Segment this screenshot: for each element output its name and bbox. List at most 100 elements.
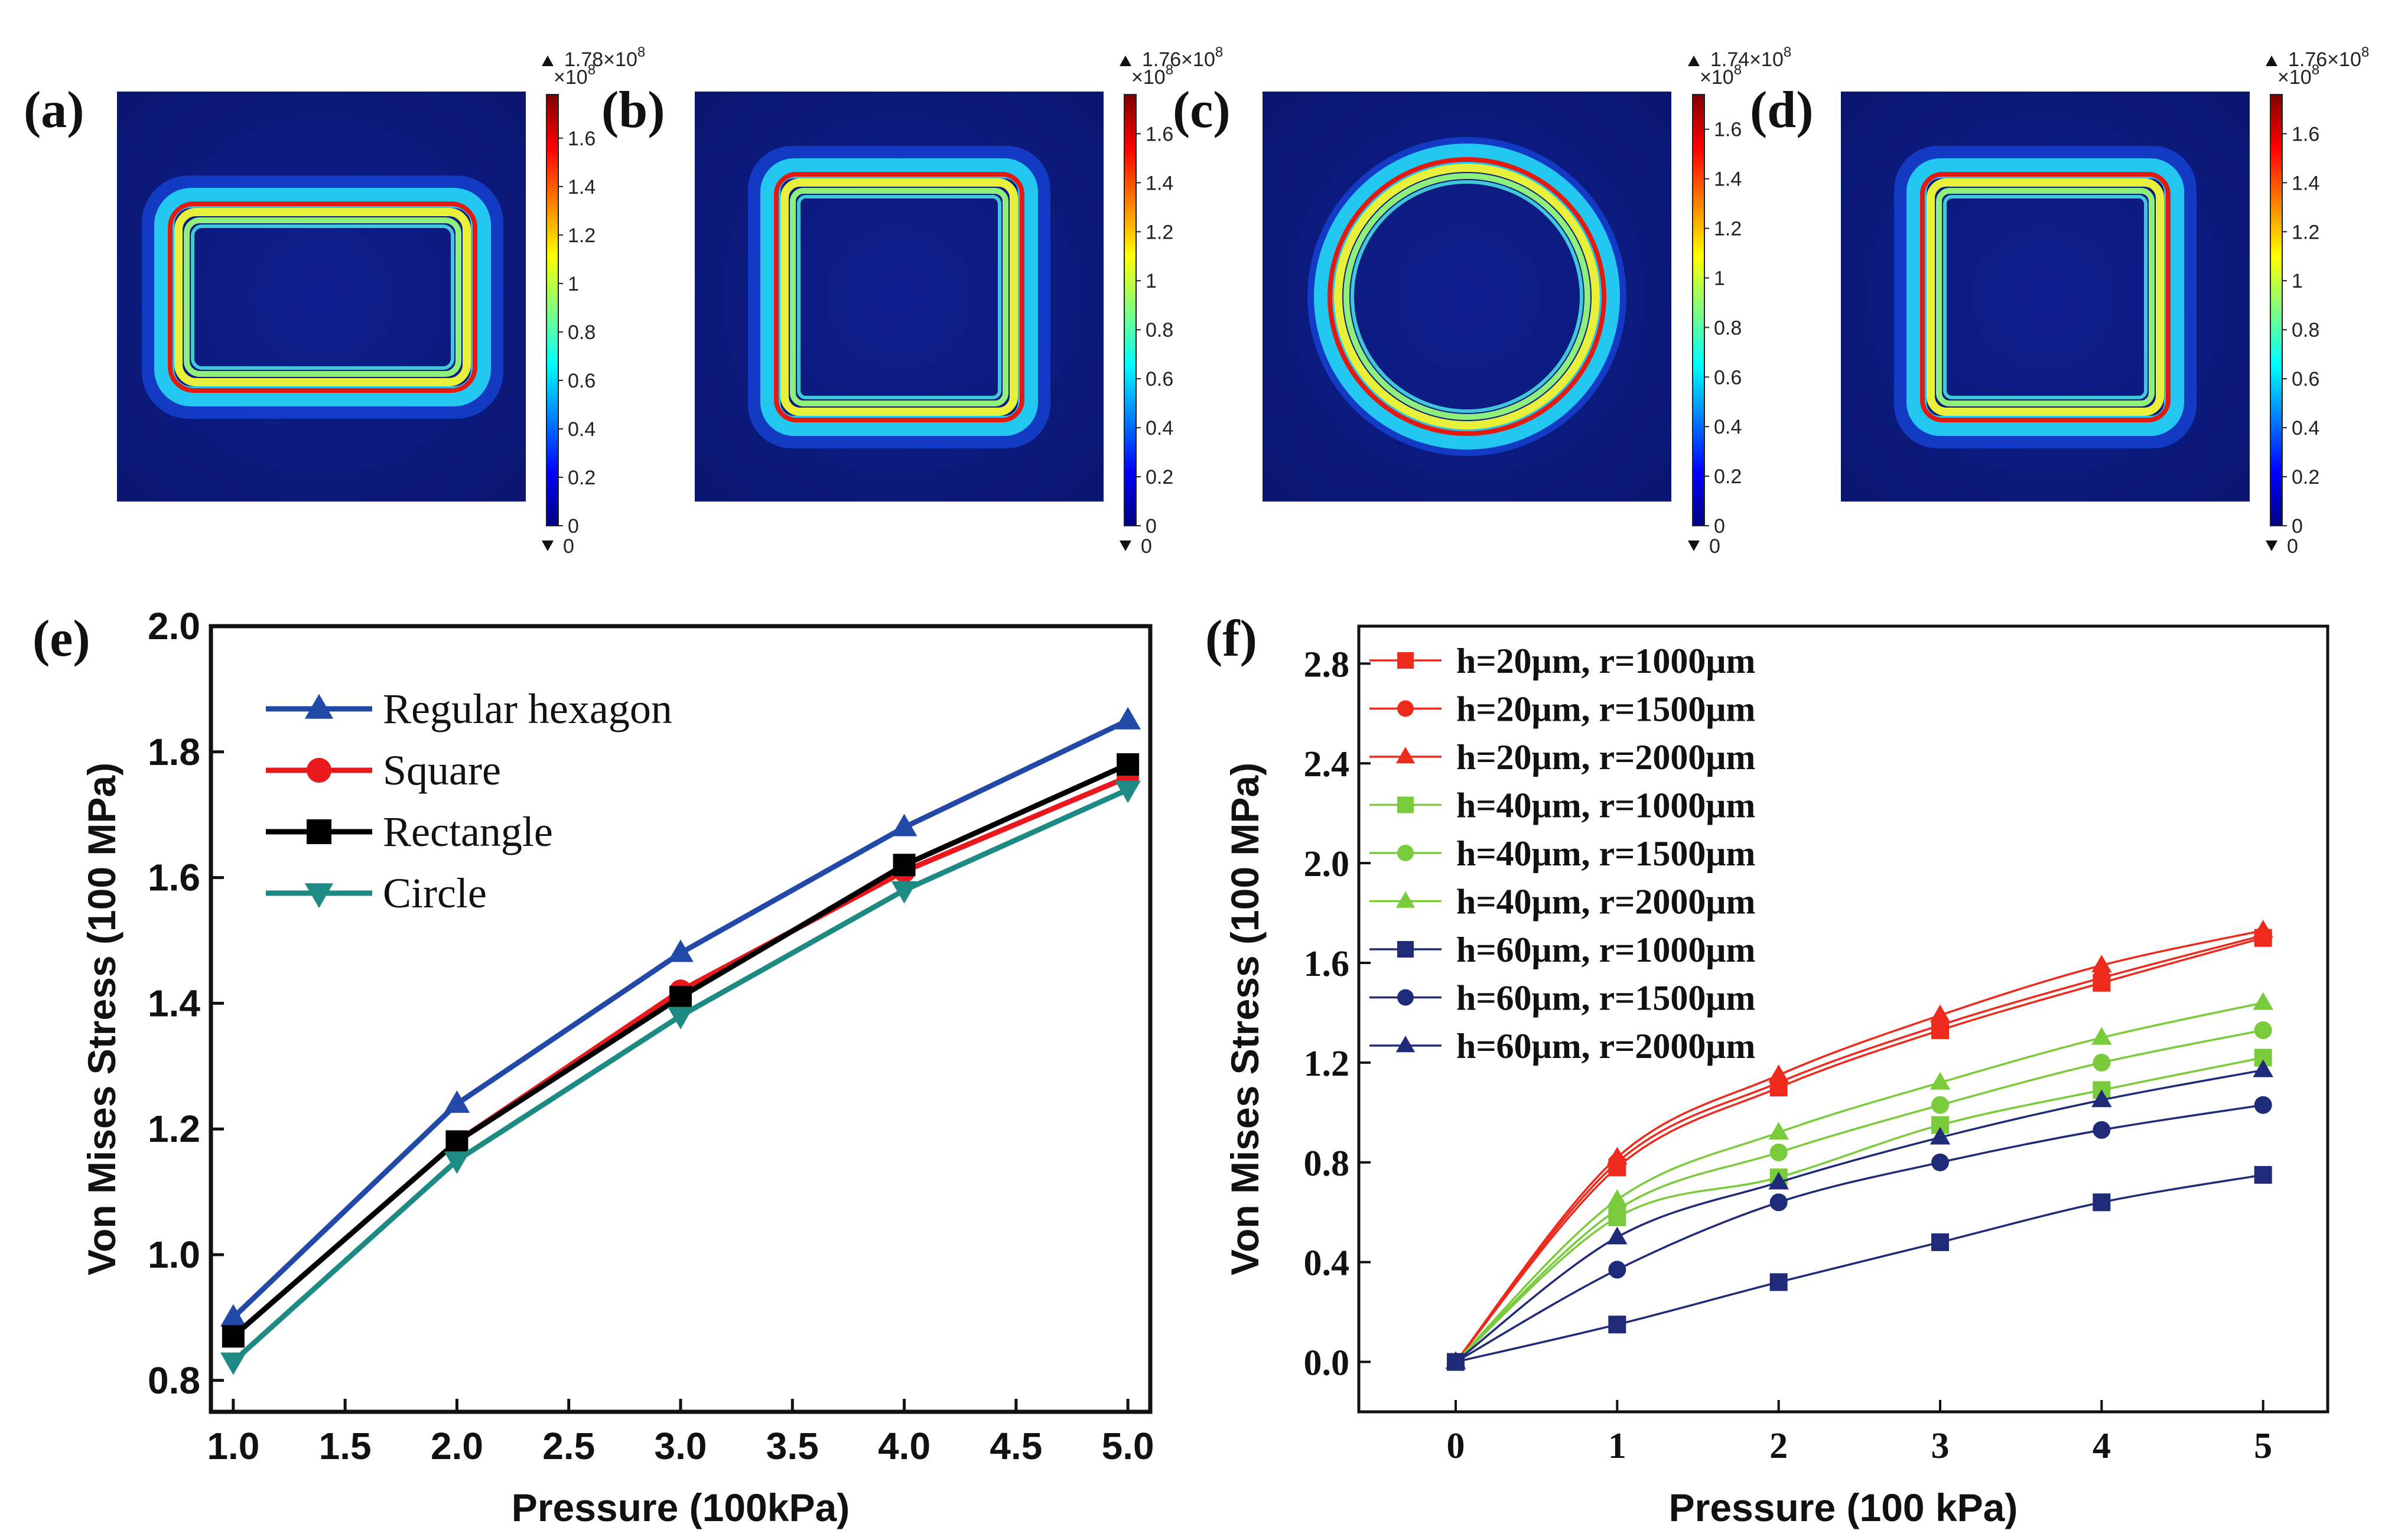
chart-e-legend-item: Rectangle [266,808,553,855]
chart-f-legend-item: h=60μm, r=2000μm [1369,1027,1755,1066]
chart-f-legend-marker [1397,652,1414,669]
chart-f-xtick-label: 1 [1608,1426,1626,1466]
chart-e-xtick-label: 2.0 [431,1425,483,1467]
chart-f-data-point [1931,1096,1949,1114]
chart-e-legend-item: Circle [266,870,487,917]
chart-f-legend-item: h=20μm, r=2000μm [1369,738,1755,777]
colorbar-min-label: 0 [2287,535,2298,558]
chart-f-ytick-label: 1.6 [1304,944,1350,984]
panel-label-c: (c) [1173,82,1231,139]
colorbar-tick-label: 1.6 [2292,123,2319,145]
colorbar-gradient [546,94,559,526]
chart-f-legend-marker [1395,747,1416,764]
colorbar-tick-label: 0.8 [2292,319,2319,341]
colorbar-tick-label: 1 [2292,270,2303,292]
colorbar-tick-label: 0.4 [1146,417,1173,439]
chart-f-ticks: 0 1 2 3 4 5 0.0 0.4 0.8 1.2 1.6 2.0 2.4 2.8 [1304,644,2273,1466]
chart-f-series-line [1455,929,2264,1363]
colorbars: 1.78×108×1081.61.41.210.80.60.40.2001.76… [542,44,2369,558]
chart-f-series-line [1455,1174,2263,1363]
colorbar-max-label: 1.74×108 [1710,44,1791,71]
colorbar-tick-label: 0.8 [1714,317,1742,339]
chart-e-series-1 [222,766,1140,1348]
colorbar-min-label: 0 [1709,535,1720,558]
chart-e-data-point [669,985,692,1008]
colorbar-tick-label: 0.4 [2292,417,2319,439]
chart-e-series-2 [222,753,1140,1348]
chart-f-legend: h=20μm, r=1000μm h=20μm, r=1500μm h=20μm, … [1369,642,1755,1066]
colorbar-scale-exponent: 8 [2312,62,2319,78]
stress-ring-a [142,175,503,419]
chart-f-data-point [1931,1233,1949,1251]
colorbar-scale-label: ×108 [2277,62,2319,89]
chart-f-data-point [1607,1226,1628,1245]
chart-e-xtick-label: 1.5 [319,1425,372,1467]
chart-f-series-line [1455,1029,2264,1363]
chart-e-ytick-label: 2.0 [148,605,200,647]
chart-f-legend-label: h=60μm, r=1000μm [1456,930,1755,969]
colorbar-max-marker-icon [1688,56,1700,66]
chart-f-series-5 [1445,992,2273,1369]
chart-f-data-point [2254,1096,2272,1114]
chart-e-ytick-label: 1.2 [148,1108,200,1150]
colorbar-max-marker-icon [2266,56,2277,66]
chart-f-data-point [1769,1193,1788,1212]
chart-f-ytick-label: 0.4 [1304,1243,1350,1284]
chart-f-data-point [2093,1193,2111,1212]
colorbar-tick-label: 1.6 [1714,119,1742,141]
colorbar-tick-label: 0.4 [568,418,596,441]
colorbar-gradient [1692,94,1705,526]
colorbar-gradient [2270,94,2283,526]
colorbar-tick-label: 1.2 [568,224,596,247]
chart-f: (f) 0 1 2 3 4 5 0.0 0.4 0.8 1.2 1.6 2.0 2.4 2.8 h=20μ… [1205,610,2329,1529]
chart-f-xtick-label: 3 [1931,1426,1950,1466]
chart-f-series-4 [1447,1021,2272,1371]
colorbar-tick-label: 1 [1146,270,1157,292]
colorbar-max-exponent: 8 [637,44,645,60]
chart-e-xtick-label: 3.5 [766,1425,819,1467]
chart-f-legend-item: h=40μm, r=2000μm [1369,883,1755,922]
colorbar-b: 1.76×108×108 1.6 1.4 1.2 1 0.8 0.6 0.4 0.2 00 [1120,44,1223,558]
chart-f-legend-item: h=60μm, r=1500μm [1369,979,1755,1018]
colorbar-tick-label: 1.4 [568,176,596,198]
chart-e-data-point [220,1304,246,1327]
chart-f-legend-item: h=20μm, r=1500μm [1369,690,1755,729]
chart-f-legend-marker [1395,891,1416,908]
stress-ring-b [748,146,1050,448]
colorbar-tick-label: 1.2 [2292,221,2319,243]
chart-f-data-point [1930,1004,1951,1023]
chart-e-data-point [893,854,916,877]
chart-f-legend-label: h=60μm, r=1500μm [1456,979,1755,1018]
chart-f-xtick-label: 5 [2254,1426,2272,1466]
chart-f-series-line [1455,937,2264,1363]
colorbar-c: 1.74×108×108 1.6 1.4 1.2 1 0.8 0.6 0.4 0.2 00 [1688,44,1791,558]
colorbar-d: 1.76×108×108 1.6 1.4 1.2 1 0.8 0.6 0.4 0.2 00 [2266,44,2369,558]
chart-f-legend-item: h=40μm, r=1000μm [1369,786,1755,825]
chart-f-data-point [2091,1027,2112,1045]
chart-e-legend-marker [307,819,331,844]
chart-e-series-line [231,787,1129,1364]
colorbar-tick-label: 0.6 [2292,368,2319,390]
chart-f-data-point [2254,1021,2272,1039]
chart-f-data-point [1608,1261,1626,1279]
colorbar-scale-label: ×108 [1131,62,1173,89]
colorbar-min-marker-icon [1120,541,1131,551]
chart-f-ytick-label: 2.4 [1304,744,1350,784]
chart-f-xtick-label: 4 [2093,1426,2111,1466]
chart-e-xtick-label: 2.5 [542,1425,595,1467]
colormap-panel-b: (b) [601,82,1104,502]
colorbar-min-marker-icon [542,541,554,551]
chart-e-data-point [891,881,917,904]
chart-e-data-point [668,939,694,962]
colorbar-tick-label: 0.4 [1714,416,1742,438]
chart-f-data-point [1768,1171,1789,1190]
chart-f-series-line [1455,1001,2264,1363]
chart-e-legend-label: Circle [383,870,487,917]
colorbar-min-marker-icon [1688,541,1700,551]
colorbar-tick-label: 0 [1714,515,1725,538]
colorbar-tick-label: 0 [1146,515,1157,538]
chart-f-data-point [1768,1122,1789,1140]
colorbar-max-exponent: 8 [1784,44,1791,60]
chart-f-ylabel: Von Mises Stress (100 MPa) [1223,763,1267,1275]
chart-f-data-point [1445,1351,1466,1369]
